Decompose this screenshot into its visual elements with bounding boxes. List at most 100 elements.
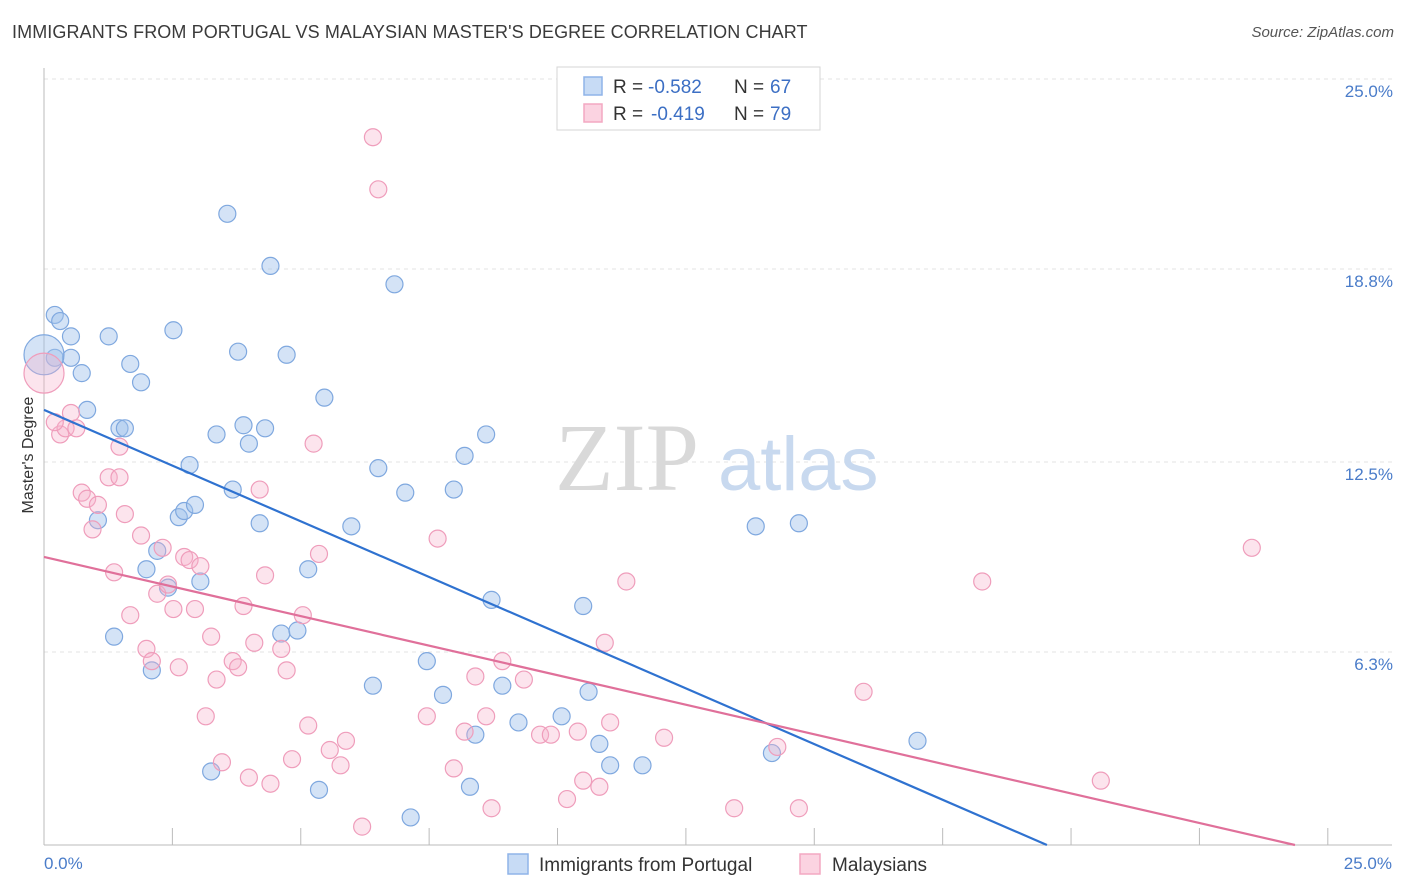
malaysians-point: [234, 596, 253, 616]
portugal-point: [191, 572, 210, 591]
malaysians-point: [164, 599, 183, 619]
malaysians-point: [83, 520, 102, 539]
portugal-point: [229, 342, 248, 361]
y-tick-label: 25.0%: [1345, 82, 1393, 101]
malaysians-point: [854, 682, 873, 701]
y-tick-label: 6.3%: [1354, 655, 1393, 674]
legend-label-malaysians: Malaysians: [832, 855, 927, 876]
legend-r-value-portugal: -0.582: [648, 77, 702, 98]
malaysians-point: [331, 756, 350, 775]
malaysians-point: [261, 774, 280, 793]
x-tick-label-min: 0.0%: [44, 854, 83, 873]
malaysians-point: [320, 740, 339, 760]
malaysians-point: [185, 599, 205, 619]
malaysians-point: [455, 722, 474, 741]
malaysians-point: [363, 128, 383, 147]
portugal-point: [493, 676, 512, 695]
malaysians-point: [196, 707, 215, 726]
portugal-point: [396, 483, 415, 502]
malaysians-point: [444, 759, 463, 778]
portugal-point: [261, 256, 280, 276]
gridlines: [44, 78, 1392, 653]
portugal-point: [477, 425, 496, 444]
malaysians-point: [477, 707, 496, 726]
malaysians-point: [601, 713, 620, 732]
legend-label-portugal: Immigrants from Portugal: [539, 855, 752, 876]
malaysians-point: [212, 753, 232, 772]
legend-swatch-malaysians: [583, 103, 603, 123]
malaysians-point: [191, 557, 210, 576]
y-axis-label: Master's Degree: [20, 396, 37, 513]
portugal-point: [121, 354, 140, 374]
malaysians-point: [153, 538, 172, 557]
malaysians-trend-line: [43, 555, 1296, 847]
malaysians-point: [417, 707, 436, 726]
malaysians-point: [304, 434, 323, 453]
portugal-point: [110, 419, 129, 438]
malaysians-point: [654, 728, 674, 747]
malaysians-point: [353, 817, 372, 836]
malaysians-point: [557, 789, 577, 809]
portugal-point: [433, 685, 453, 704]
portugal-point: [342, 517, 361, 536]
portugal-point: [164, 321, 183, 340]
portugal-point: [309, 780, 329, 799]
portugal-point: [51, 311, 70, 331]
malaysians-point: [250, 480, 269, 499]
malaysians-point: [180, 550, 199, 570]
portugal-point: [250, 514, 269, 533]
portugal-point: [255, 419, 275, 438]
legend-r-label-malaysians: R =: [613, 104, 643, 125]
portugal-point: [746, 517, 765, 536]
malaysians-point: [272, 639, 291, 659]
malaysians-point: [482, 799, 501, 818]
portugal-point: [579, 682, 598, 701]
malaysians-point: [78, 489, 97, 508]
portugal-point: [369, 459, 388, 478]
malaysians-point: [207, 670, 226, 689]
malaysians-point: [245, 633, 264, 652]
malaysians-point: [595, 633, 614, 652]
portugal-point: [288, 621, 307, 640]
x-tick-label-max: 25.0%: [1344, 854, 1392, 873]
malaysians-point: [973, 572, 992, 591]
legend-n-value-portugal: 67: [770, 77, 791, 98]
legend-n-label-portugal: N =: [734, 77, 764, 98]
portugal-point: [277, 345, 296, 364]
x-axis-ticks: [43, 828, 1329, 845]
malaysians-point: [309, 544, 329, 564]
malaysians-point: [617, 572, 636, 591]
portugal-point: [633, 756, 652, 775]
legend-swatch-portugal: [583, 76, 603, 96]
portugal-point: [385, 275, 404, 294]
chart-title: IMMIGRANTS FROM PORTUGAL VS MALAYSIAN MA…: [12, 22, 808, 42]
portugal-point: [466, 725, 485, 744]
portugal-point: [272, 624, 291, 643]
portugal-point: [552, 707, 571, 726]
y-tick-labels: 6.3% 12.5% 18.8% 25.0%: [1345, 82, 1393, 674]
portugal-point: [175, 501, 194, 521]
portugal-point: [218, 204, 237, 223]
malaysians-point: [530, 725, 550, 744]
malaysians-point: [590, 777, 609, 796]
correlation-legend: R = -0.582 N = 67 R = -0.419 N = 79: [556, 66, 821, 131]
portugal-point: [88, 511, 108, 530]
malaysians-point: [574, 771, 593, 790]
source-label: Source: ZipAtlas.com: [1251, 24, 1394, 41]
portugal-point: [61, 348, 81, 367]
malaysians-point: [131, 526, 151, 545]
malaysians-point: [202, 627, 221, 646]
malaysians-point: [88, 495, 108, 514]
portugal-point: [299, 560, 318, 579]
malaysians-point: [175, 547, 194, 567]
portugal-point: [239, 434, 258, 453]
malaysians-point: [428, 529, 447, 548]
portugal-point: [131, 373, 151, 392]
malaysians-point: [115, 504, 134, 524]
portugal-point: [61, 327, 81, 346]
malaysians-point: [239, 768, 258, 787]
portugal-point: [137, 560, 156, 579]
portugal-point: [455, 446, 474, 465]
portugal-point: [72, 364, 91, 383]
